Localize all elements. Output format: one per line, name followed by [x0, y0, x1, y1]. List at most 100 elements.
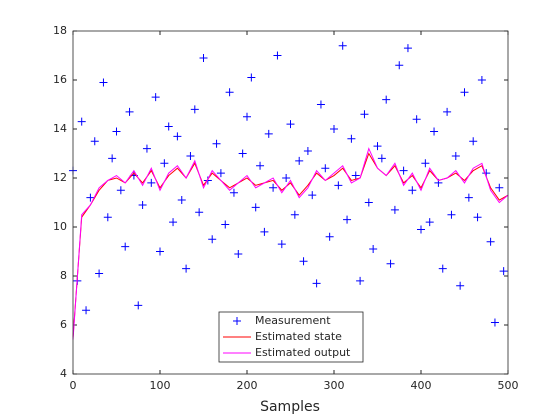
measurement-point	[273, 51, 282, 60]
measurement-point	[186, 151, 195, 160]
measurement-point	[417, 225, 425, 234]
x-tick-label: 0	[70, 379, 77, 392]
measurement-point	[312, 279, 321, 288]
x-tick-label: 300	[324, 379, 345, 392]
measurement-point	[343, 215, 352, 224]
measurement-point	[82, 306, 91, 315]
measurement-point	[77, 117, 86, 126]
measurement-point	[160, 159, 169, 168]
measurement-point	[451, 151, 460, 160]
measurement-point	[142, 144, 151, 153]
measurement-point	[134, 301, 143, 310]
y-tick-label: 14	[53, 122, 67, 135]
x-tick-label: 200	[237, 379, 258, 392]
measurement-point	[447, 210, 456, 219]
measurement-point	[456, 281, 465, 290]
measurement-point	[325, 232, 334, 241]
measurement-point	[243, 112, 251, 121]
measurement-point	[425, 218, 434, 227]
measurement-point	[308, 191, 317, 200]
measurement-point	[490, 318, 499, 327]
measurement-point	[208, 235, 217, 244]
measurement-point	[229, 188, 238, 197]
measurement-point	[321, 164, 330, 173]
measurement-point	[469, 137, 478, 146]
measurement-point	[95, 269, 104, 278]
measurement-point	[264, 129, 273, 138]
measurement-point	[495, 183, 504, 192]
x-axis-label: Samples	[260, 399, 320, 415]
measurement-point	[464, 193, 473, 202]
measurement-point	[212, 139, 221, 148]
series-line	[72, 147, 509, 340]
measurement-point	[399, 166, 408, 175]
measurement-point	[430, 127, 439, 136]
measurement-point	[390, 205, 399, 214]
measurement-point	[364, 198, 373, 207]
measurement-point	[486, 237, 495, 246]
measurement-point	[103, 213, 112, 222]
measurement-point	[90, 137, 99, 146]
measurement-point	[256, 161, 265, 170]
measurement-point	[269, 183, 278, 192]
measurement-point	[225, 88, 234, 97]
legend-marker	[233, 317, 241, 325]
measurement-point	[330, 125, 338, 133]
measurement-point	[156, 247, 164, 256]
y-tick-label: 10	[53, 220, 67, 233]
measurement-point	[351, 171, 360, 180]
x-tick-label: 100	[150, 379, 171, 392]
y-tick-label: 6	[60, 318, 67, 331]
measurement-point	[182, 264, 191, 273]
measurement-point	[164, 122, 173, 131]
measurement-point	[251, 203, 260, 212]
legend-label: Estimated output	[255, 346, 351, 359]
measurement-point	[260, 227, 269, 236]
measurement-point	[169, 218, 178, 227]
measurement-point	[247, 73, 256, 82]
y-tick-label: 4	[60, 367, 67, 380]
legend-label: Measurement	[255, 314, 331, 327]
measurement-point	[412, 115, 421, 124]
y-tick-label: 8	[60, 269, 67, 282]
measurement-point	[386, 259, 395, 268]
measurement-point	[86, 193, 95, 202]
measurement-point	[443, 107, 452, 116]
measurement-point	[369, 245, 378, 254]
measurement-point	[403, 44, 412, 53]
measurement-point	[334, 181, 343, 190]
measurement-point	[151, 93, 160, 102]
measurement-point	[499, 267, 508, 276]
measurement-point	[99, 78, 108, 87]
measurement-point	[121, 242, 130, 251]
measurement-point	[347, 134, 356, 143]
measurement-point	[438, 264, 447, 273]
measurement-point	[382, 95, 391, 104]
measurement-point	[316, 100, 325, 109]
y-tick-label: 18	[53, 24, 67, 37]
legend-label: Estimated state	[255, 330, 342, 343]
measurement-point	[373, 142, 382, 151]
y-tick-label: 16	[53, 73, 67, 86]
measurement-point	[408, 186, 417, 195]
measurement-point	[290, 210, 299, 219]
measurement-point	[116, 186, 125, 195]
measurement-point	[338, 41, 347, 50]
measurement-point	[299, 257, 308, 266]
measurement-point	[286, 120, 295, 129]
measurement-point	[377, 154, 386, 163]
measurement-point	[199, 53, 208, 62]
measurement-point	[203, 176, 212, 185]
y-tick-label: 12	[53, 171, 67, 184]
measurement-point	[238, 149, 247, 158]
measurement-point	[460, 88, 469, 97]
measurement-point	[221, 220, 230, 229]
measurement-point	[125, 107, 134, 116]
x-tick-label: 500	[498, 379, 519, 392]
measurement-point	[216, 169, 225, 178]
measurement-point	[277, 240, 286, 249]
measurement-point	[303, 147, 312, 156]
measurement-point	[295, 156, 304, 165]
measurement-point	[360, 110, 369, 119]
measurement-point	[282, 174, 291, 182]
